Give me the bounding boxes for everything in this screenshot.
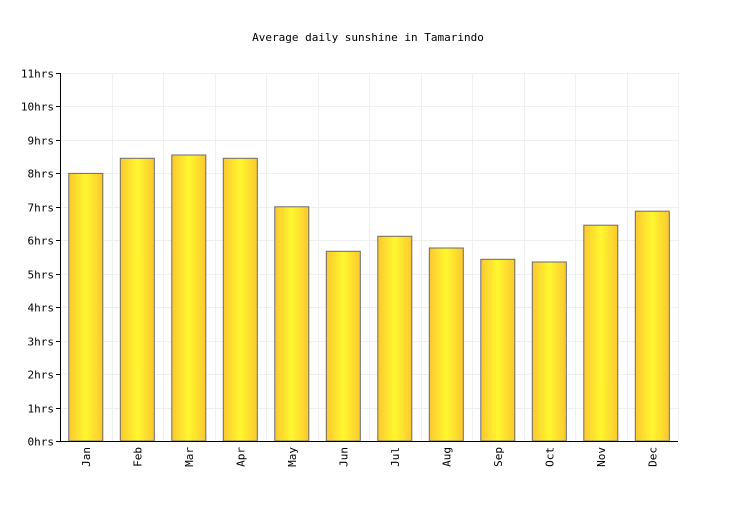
x-tick-label: Jun bbox=[337, 447, 350, 467]
label-layer: 0hrs 1hrs 2hrs 3hrs 4hrs 5hrs 6hrs 7hrs 8hrs 9hrs… bbox=[21, 68, 659, 467]
chart-title: Average daily sunshine in Tamarindo bbox=[252, 31, 484, 44]
y-tick-label: 6hrs bbox=[28, 235, 55, 248]
bar-mar bbox=[171, 154, 207, 442]
y-tick-label: 5hrs bbox=[28, 269, 55, 282]
y-tick-label: 11hrs bbox=[21, 68, 54, 81]
x-tick-label: Dec bbox=[646, 447, 659, 467]
bar-may bbox=[274, 206, 310, 442]
bar-feb bbox=[119, 157, 155, 442]
x-tick-label: Jan bbox=[80, 447, 93, 467]
y-tick-label: 8hrs bbox=[28, 168, 55, 181]
bar-jul bbox=[377, 235, 413, 442]
x-tick-label: Sep bbox=[492, 447, 505, 467]
x-tick-label: Feb bbox=[131, 447, 144, 467]
bar-apr bbox=[222, 157, 258, 442]
axis-layer bbox=[56, 73, 678, 442]
x-tick-label: Aug bbox=[440, 447, 453, 467]
x-tick-label: Jul bbox=[389, 447, 402, 467]
x-tick-label: Apr bbox=[234, 447, 247, 467]
bar-sep bbox=[480, 258, 516, 442]
y-tick-label: 0hrs bbox=[28, 436, 55, 449]
x-tick-label: May bbox=[286, 447, 299, 467]
x-tick-label: Oct bbox=[543, 447, 556, 467]
x-tick-label: Nov bbox=[595, 447, 608, 467]
bar-dec bbox=[634, 210, 670, 442]
bar-nov bbox=[583, 224, 619, 442]
y-tick-label: 7hrs bbox=[28, 202, 55, 215]
bar-jun bbox=[325, 250, 361, 442]
y-tick-label: 9hrs bbox=[28, 135, 55, 148]
grid-layer bbox=[60, 73, 679, 441]
bar-jan bbox=[68, 172, 104, 442]
y-tick-label: 3hrs bbox=[28, 336, 55, 349]
bar-aug bbox=[428, 247, 464, 442]
bar-layer bbox=[68, 154, 670, 442]
y-tick-label: 2hrs bbox=[28, 369, 55, 382]
bar-oct bbox=[531, 261, 567, 442]
y-tick-label: 10hrs bbox=[21, 101, 54, 114]
y-tick-label: 4hrs bbox=[28, 302, 55, 315]
y-tick-label: 1hrs bbox=[28, 403, 55, 416]
x-tick-label: Mar bbox=[183, 447, 196, 467]
